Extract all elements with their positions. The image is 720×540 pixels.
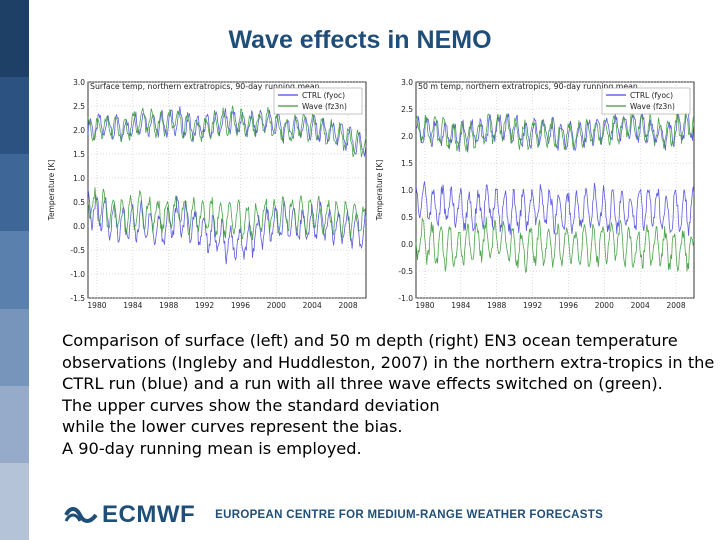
x-tick-label: 1988 <box>159 301 178 310</box>
y-axis-label: Temperature [K] <box>47 160 56 222</box>
x-tick-label: 2004 <box>631 301 650 310</box>
slide-title: Wave effects in NEMO <box>228 26 492 54</box>
sidebar-segment <box>0 308 29 386</box>
y-tick-label: 2.5 <box>73 102 85 111</box>
chart-title: Surface temp, northern extratropics, 90-… <box>90 82 320 91</box>
caption-line: while the lower curves represent the bia… <box>62 417 403 436</box>
legend-label: Wave (fz3n) <box>630 102 675 111</box>
legend-label: CTRL (fyoc) <box>302 91 345 100</box>
sidebar-segment <box>0 385 29 463</box>
x-tick-label: 2000 <box>595 301 614 310</box>
logo-text: ECMWF <box>102 501 196 528</box>
x-tick-label: 1988 <box>487 301 506 310</box>
series-line-std <box>87 106 367 157</box>
y-tick-label: 2.0 <box>73 126 85 135</box>
organization-tagline: EUROPEAN CENTRE FOR MEDIUM-RANGE WEATHER… <box>215 509 604 521</box>
y-tick-label: 1.0 <box>73 174 85 183</box>
x-tick-label: 2004 <box>303 301 322 310</box>
y-tick-label: 3.0 <box>401 78 413 87</box>
legend-box <box>273 87 363 115</box>
series-line-std <box>87 105 367 158</box>
series-line-bias <box>87 188 367 265</box>
sidebar-segment <box>0 0 29 78</box>
x-tick-label: 1996 <box>231 301 250 310</box>
y-tick-label: 0.5 <box>401 213 413 222</box>
series-line-bias <box>415 181 695 236</box>
y-tick-label: 0.5 <box>73 198 85 207</box>
x-tick-label: 2008 <box>339 301 358 310</box>
sidebar-segment <box>0 462 29 540</box>
y-tick-label: -0.5 <box>398 267 413 276</box>
y-tick-label: -1.5 <box>70 294 85 303</box>
x-tick-label: 1996 <box>559 301 578 310</box>
x-tick-label: 2000 <box>267 301 286 310</box>
plot-area <box>87 81 367 299</box>
x-tick-label: 1984 <box>123 301 142 310</box>
footer: ECMWF EUROPEAN CENTRE FOR MEDIUM-RANGE W… <box>64 501 604 528</box>
legend-label: CTRL (fyoc) <box>630 91 673 100</box>
y-tick-label: 2.5 <box>401 105 413 114</box>
sidebar-segment <box>0 231 29 309</box>
y-tick-label: 0.0 <box>401 240 413 249</box>
x-tick-label: 1980 <box>87 301 106 310</box>
series-line-bias <box>87 187 367 241</box>
legend-label: Wave (fz3n) <box>302 102 347 111</box>
caption-line: observations (Ingleby and Huddleston, 20… <box>62 352 715 372</box>
y-tick-label: 3.0 <box>73 78 85 87</box>
caption-line: A 90-day running mean is employed. <box>62 438 362 458</box>
y-axis-label: Temperature [K] <box>375 160 384 222</box>
sidebar-segment <box>0 77 29 155</box>
y-tick-label: -1.0 <box>398 294 413 303</box>
series-line-std <box>415 108 695 152</box>
x-tick-label: 1992 <box>523 301 542 310</box>
legend-box <box>601 87 691 115</box>
ecmwf-logo-icon <box>64 507 98 523</box>
x-tick-label: 1984 <box>451 301 470 310</box>
y-tick-label: 1.5 <box>401 159 413 168</box>
x-tick-label: 2008 <box>667 301 686 310</box>
sidebar-segment <box>0 154 29 232</box>
y-tick-label: -0.5 <box>70 246 85 255</box>
x-tick-label: 1980 <box>415 301 434 310</box>
x-tick-label: 1992 <box>195 301 214 310</box>
y-tick-label: 1.5 <box>73 150 85 159</box>
caption-line: CTRL run (blue) and a run with all three… <box>62 374 663 393</box>
caption-line: The upper curves show the standard devia… <box>62 395 440 415</box>
series-line-bias <box>415 217 695 274</box>
y-tick-label: 0.0 <box>73 222 85 231</box>
y-tick-label: 1.0 <box>401 186 413 195</box>
y-tick-label: -1.0 <box>70 270 85 279</box>
y-tick-label: 2.0 <box>401 132 413 141</box>
chart-title: 50 m temp, northern extratropics, 90-day… <box>418 82 638 91</box>
sidebar-color-bar <box>0 0 29 540</box>
caption: Comparison of surface (left) and 50 m de… <box>62 330 717 459</box>
caption-line: Comparison of surface (left) and 50 m de… <box>62 331 678 350</box>
